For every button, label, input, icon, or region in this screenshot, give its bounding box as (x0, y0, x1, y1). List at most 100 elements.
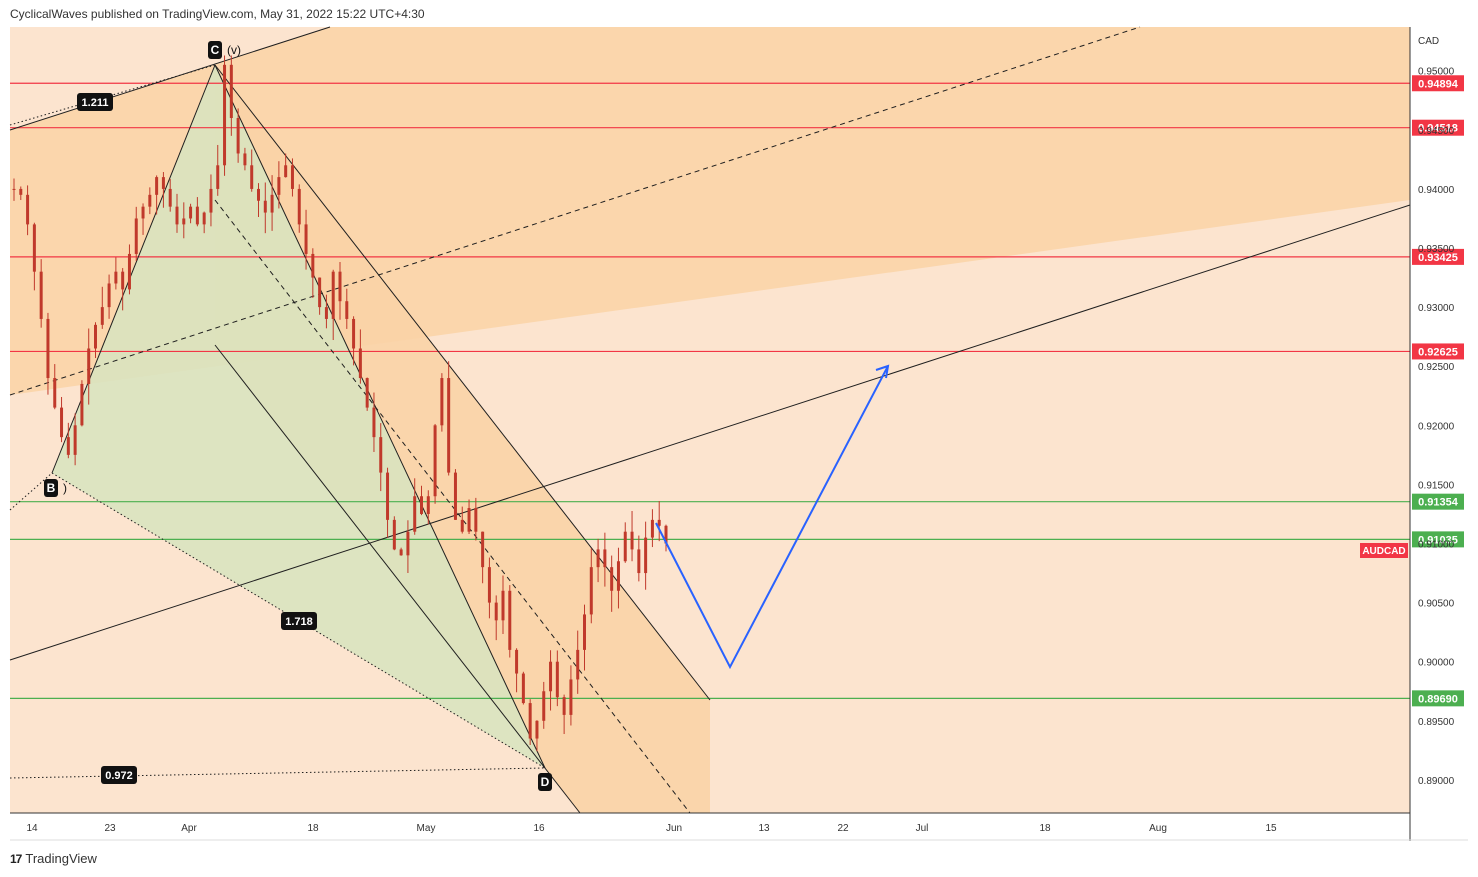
candle-body (32, 224, 36, 272)
candle-body (589, 567, 593, 615)
projection-line (655, 365, 889, 670)
candle-body (623, 531, 627, 562)
trendline (9, 204, 1411, 661)
symbol-tag (1360, 543, 1408, 558)
candle-body (345, 301, 349, 319)
level-price-tag (1412, 690, 1464, 707)
candle-body (277, 177, 281, 195)
y-tick-label: 0.91500 (1418, 480, 1455, 491)
ratio-label: 1.718 (285, 616, 313, 628)
candle-body (161, 177, 165, 189)
candle-body (243, 153, 247, 166)
candle-body (202, 212, 206, 225)
level-price-tag (1412, 119, 1464, 136)
candle-body (39, 271, 43, 319)
level-price-tag (1412, 343, 1464, 360)
ratio-badge (281, 612, 317, 630)
candle-body (555, 661, 559, 698)
candle-body (386, 472, 390, 520)
trendline (9, 26, 331, 131)
candle-body (562, 697, 566, 715)
candle-body (168, 188, 172, 207)
candle-body (12, 188, 16, 190)
y-tick-label: 0.89500 (1418, 717, 1455, 728)
candle-body (501, 590, 505, 621)
candle-body (134, 218, 138, 254)
candle-body (195, 206, 199, 225)
candle-body (542, 691, 546, 721)
level-lines (10, 82, 1410, 699)
publisher-header: CyclicalWaves published on TradingView.c… (10, 7, 425, 21)
x-tick-label: 22 (837, 823, 849, 834)
candle-body (284, 165, 288, 178)
candle-body (657, 519, 661, 526)
candle-body (467, 508, 471, 532)
candle-body (616, 561, 620, 591)
candle-body (453, 472, 457, 520)
candle-body (236, 118, 240, 154)
x-tick-label: 15 (1265, 823, 1277, 834)
falling-channel-zone (215, 65, 710, 813)
candle-body (182, 218, 186, 225)
x-tick-label: Aug (1149, 823, 1167, 834)
candles (12, 55, 668, 752)
candle-body (73, 425, 77, 455)
candle-body (610, 567, 614, 591)
candle-body (66, 437, 70, 455)
tradingview-logo-icon: 17 (10, 851, 22, 866)
candle-body (630, 531, 634, 550)
level-price-label: 0.94518 (1418, 123, 1458, 135)
level-price-label: 0.94894 (1418, 78, 1459, 90)
candle-body (107, 283, 111, 308)
candle-body (644, 537, 648, 574)
candle-body (100, 307, 104, 325)
candle-body (481, 531, 485, 568)
candle-body (515, 649, 519, 674)
candle-body (250, 165, 254, 189)
candle-body (297, 188, 301, 225)
candle-body (460, 519, 464, 532)
candle-body (87, 348, 91, 384)
trendline (9, 472, 53, 511)
candle-body (494, 602, 498, 621)
pattern-labels: C (v) B) D 1.211 1.718 0.972 (44, 41, 552, 791)
candle-body (60, 407, 64, 438)
y-tick-label: 0.93500 (1418, 244, 1455, 255)
candle-body (324, 307, 328, 319)
candle-body (263, 200, 267, 213)
candle-body (338, 271, 342, 302)
trendline (214, 64, 711, 701)
y-tick-label: 0.95000 (1418, 67, 1455, 78)
candle-body (372, 407, 376, 438)
candle-body (569, 679, 573, 715)
trendline (214, 199, 691, 814)
level-price-tag (1412, 248, 1464, 265)
candle-body (406, 531, 410, 556)
y-tick-label: 0.90000 (1418, 658, 1455, 669)
candle-body (583, 614, 586, 650)
pattern-point-marker (208, 41, 222, 59)
candle-body (229, 64, 233, 119)
candle-body (352, 318, 356, 349)
y-tick-label: 0.92000 (1418, 421, 1455, 432)
candle-body (447, 378, 451, 473)
candle-body (311, 253, 315, 278)
harmonic-xabcd-zone (52, 65, 545, 768)
projection-path (655, 364, 890, 670)
candle-body (216, 165, 220, 189)
candle-body (521, 673, 525, 704)
candle-body (358, 348, 362, 379)
candle-body (94, 324, 97, 349)
currency-label: CAD (1418, 36, 1439, 47)
candle-body (175, 206, 179, 225)
candle-body (420, 496, 423, 514)
ratio-badge (101, 766, 137, 784)
candle-body (141, 206, 145, 219)
candle-body (148, 194, 152, 207)
ratio-label: 1.211 (82, 97, 109, 109)
level-price-label: 0.89690 (1418, 693, 1458, 705)
pattern-point-sublabel: (v) (227, 43, 241, 57)
projection-arrowhead (875, 364, 890, 379)
candle-body (53, 378, 57, 408)
